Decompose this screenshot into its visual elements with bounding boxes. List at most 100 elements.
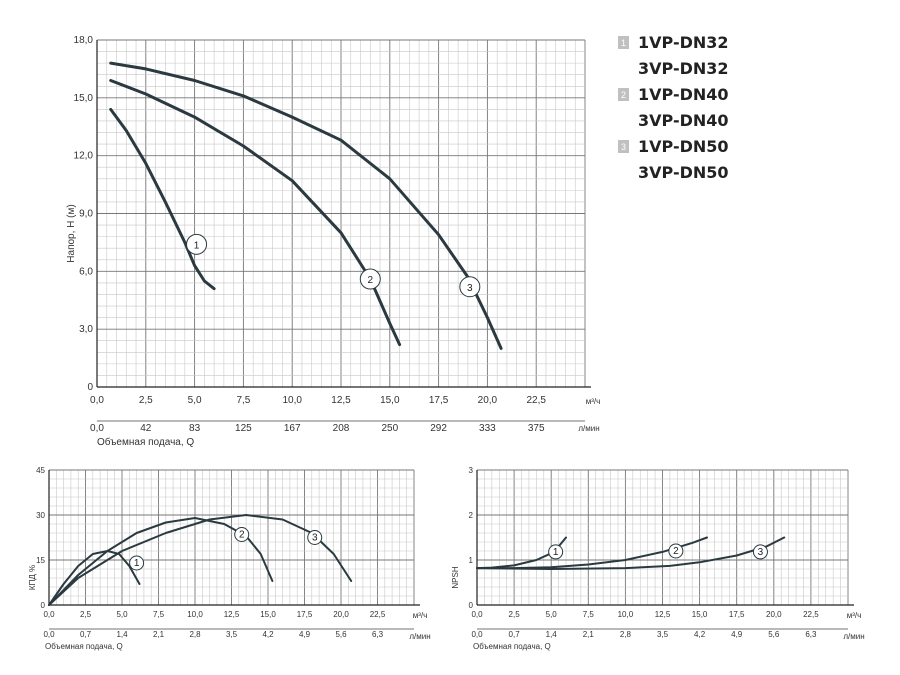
x2-tick-label: 375 bbox=[528, 423, 545, 434]
x-tick-label: 17,5 bbox=[429, 395, 449, 406]
x-tick-label: 5,0 bbox=[188, 395, 202, 406]
x2-tick-label: 2,8 bbox=[189, 630, 201, 639]
npsh-chart: 0,0 2,5 5,0 7,5 10,0 12,5 15,0 17,5 20,0 22,5 м³/ч… bbox=[451, 466, 865, 651]
x2-tick-label: 0,7 bbox=[80, 630, 92, 639]
curve-label-3: 3 bbox=[467, 283, 473, 294]
x-tick-label: 12,5 bbox=[224, 610, 240, 619]
y-tick-label: 2 bbox=[469, 511, 474, 520]
x2-tick-label: 3,5 bbox=[226, 630, 238, 639]
x-tick-label: 0,0 bbox=[471, 610, 483, 619]
y-tick-label: 15 bbox=[36, 556, 45, 565]
efficiency-chart: 0,0 2,5 5,0 7,5 10,0 12,5 15,0 17,5 20,0 22,5 м³/ч… bbox=[28, 466, 431, 651]
x2-tick-label: 167 bbox=[284, 423, 301, 434]
series-line-1 bbox=[109, 107, 216, 291]
y-tick-label: 0 bbox=[87, 382, 93, 393]
x-tick-label: 15,0 bbox=[692, 610, 708, 619]
curve-label-1: 1 bbox=[194, 240, 200, 251]
curve-label-3: 3 bbox=[758, 547, 764, 558]
x2-tick-label: 2,8 bbox=[620, 630, 632, 639]
x-tick-label: 10,0 bbox=[187, 610, 203, 619]
x-axis-title: Объемная подача, Q bbox=[45, 642, 123, 651]
curve-label-circle bbox=[752, 544, 768, 560]
x-tick-label: 0,0 bbox=[43, 610, 55, 619]
legend-entry: 3VP-DN40 bbox=[638, 111, 729, 130]
x2-unit-label: л/мин bbox=[578, 424, 599, 433]
x-tick-label: 15,0 bbox=[380, 395, 400, 406]
x-tick-label: 12,5 bbox=[331, 395, 351, 406]
curve-label-1: 1 bbox=[553, 547, 559, 558]
x2-unit-label: л/мин bbox=[409, 632, 430, 641]
y-tick-label: 12,0 bbox=[74, 151, 94, 162]
x-tick-label: 17,5 bbox=[729, 610, 745, 619]
x2-tick-label: 250 bbox=[381, 423, 398, 434]
y-axis-title: NPSH bbox=[451, 566, 460, 588]
x-tick-label: 20,0 bbox=[478, 395, 498, 406]
x-axis-title: Объемная подача, Q bbox=[97, 436, 194, 448]
y-tick-label: 45 bbox=[36, 466, 45, 475]
x2-tick-label: 42 bbox=[140, 423, 152, 434]
legend-swatch bbox=[618, 140, 629, 153]
curve-label-circle bbox=[129, 555, 145, 571]
legend-swatch bbox=[618, 88, 629, 101]
y-tick-label: 1 bbox=[469, 556, 474, 565]
x2-tick-label: 0,0 bbox=[43, 630, 55, 639]
x2-tick-label: 1,4 bbox=[546, 630, 558, 639]
x2-tick-label: 1,4 bbox=[116, 630, 128, 639]
x-tick-label: 22,5 bbox=[526, 395, 546, 406]
x-tick-label: 12,5 bbox=[655, 610, 671, 619]
x-axis-title: Объемная подача, Q bbox=[473, 642, 551, 651]
x-unit-label: м³/ч bbox=[413, 611, 428, 620]
legend-number: 3 bbox=[621, 142, 626, 152]
series-line-2 bbox=[109, 79, 402, 347]
x-tick-label: 15,0 bbox=[260, 610, 276, 619]
x2-tick-label: 5,6 bbox=[335, 630, 347, 639]
x2-tick-label: 5,6 bbox=[768, 630, 780, 639]
curve-label-circle bbox=[359, 268, 381, 290]
x2-tick-label: 2,1 bbox=[583, 630, 595, 639]
y-tick-label: 30 bbox=[36, 511, 45, 520]
curve-label-circle bbox=[548, 544, 564, 560]
x2-tick-label: 6,3 bbox=[372, 630, 384, 639]
curve-label-circle bbox=[307, 530, 323, 545]
legend-number: 1 bbox=[621, 38, 626, 48]
x-tick-label: 17,5 bbox=[297, 610, 313, 619]
curve-label-2: 2 bbox=[367, 275, 373, 286]
y-tick-label: 3,0 bbox=[79, 324, 93, 335]
x-tick-label: 7,5 bbox=[583, 610, 595, 619]
x2-tick-label: 4,9 bbox=[299, 630, 311, 639]
grid bbox=[48, 469, 415, 606]
legend-entry: 1VP-DN50 bbox=[638, 137, 729, 156]
x2-tick-label: 83 bbox=[189, 423, 201, 434]
series-line-3 bbox=[48, 514, 353, 606]
y-axis-title: КПД % bbox=[28, 565, 37, 590]
x-tick-label: 20,0 bbox=[766, 610, 782, 619]
x2-tick-label: 4,2 bbox=[694, 630, 706, 639]
x-tick-label: 20,0 bbox=[333, 610, 349, 619]
x-tick-label: 5,0 bbox=[546, 610, 558, 619]
x-tick-label: 0,0 bbox=[90, 395, 104, 406]
x2-tick-label: 0,0 bbox=[471, 630, 483, 639]
x-tick-label: 10,0 bbox=[282, 395, 302, 406]
y-tick-label: 18,0 bbox=[74, 35, 94, 46]
x2-tick-label: 2,1 bbox=[153, 630, 165, 639]
x-tick-label: 7,5 bbox=[236, 395, 250, 406]
y-tick-label: 6,0 bbox=[79, 266, 93, 277]
x-tick-label: 22,5 bbox=[370, 610, 386, 619]
x-tick-label: 10,0 bbox=[618, 610, 634, 619]
y-tick-label: 0 bbox=[469, 601, 474, 610]
x-tick-label: 5,0 bbox=[116, 610, 128, 619]
head-chart: 0,0 2,5 5,0 7,5 10,0 12,5 15,0 17,5 20,0 22,5 м³/ч… bbox=[66, 35, 600, 448]
x2-tick-label: 0,0 bbox=[90, 423, 104, 434]
curve-label-3: 3 bbox=[312, 533, 318, 544]
curve-label-1: 1 bbox=[134, 558, 140, 569]
x2-tick-label: 0,7 bbox=[509, 630, 521, 639]
y-axis-title: Напор, Н (м) bbox=[66, 204, 77, 262]
grid bbox=[476, 469, 849, 606]
x-tick-label: 7,5 bbox=[153, 610, 165, 619]
legend-entry: 3VP-DN50 bbox=[638, 163, 729, 182]
x2-unit-label: л/мин bbox=[843, 632, 864, 641]
x2-tick-label: 3,5 bbox=[657, 630, 669, 639]
curve-label-circle bbox=[459, 276, 481, 298]
legend-entry: 1VP-DN40 bbox=[638, 85, 729, 104]
x-tick-label: 2,5 bbox=[509, 610, 521, 619]
